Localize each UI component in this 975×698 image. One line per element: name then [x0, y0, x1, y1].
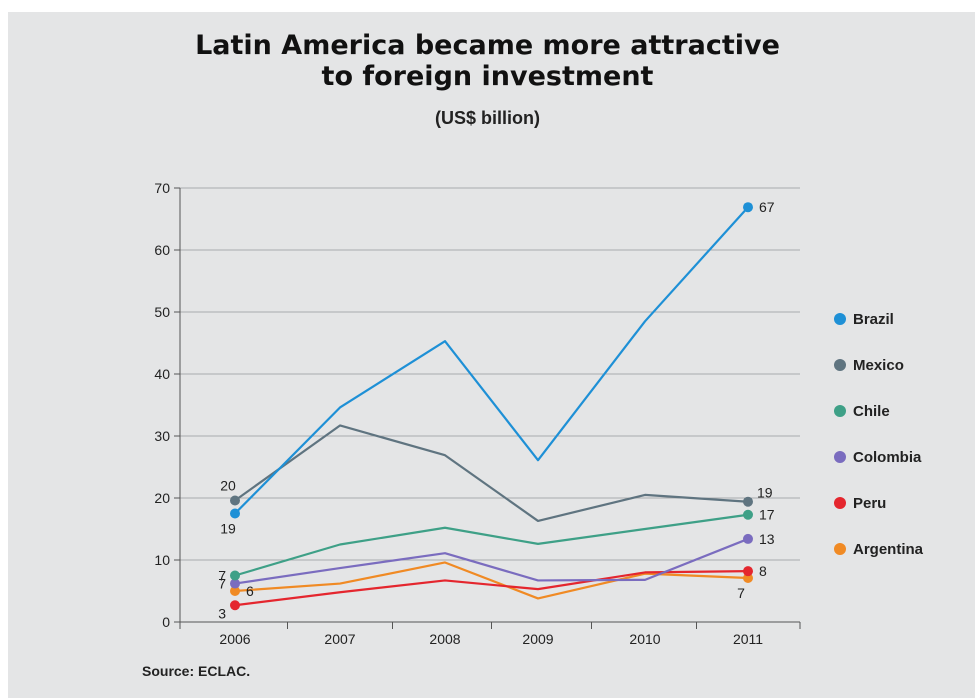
data-point-mexico [230, 495, 240, 506]
series-line-colombia [234, 537, 749, 585]
legend-label: Brazil [853, 311, 894, 328]
chart-title: Latin America became more attractive to … [0, 30, 975, 92]
data-point-peru [230, 600, 240, 611]
legend-item-colombia: Colombia [834, 448, 921, 468]
series-line-argentina [234, 561, 749, 600]
data-label: 19 [220, 521, 236, 537]
legend-item-mexico: Mexico [834, 356, 904, 376]
series-line-brazil [234, 206, 749, 515]
chart-title-line-1: Latin America became more attractive [195, 30, 780, 61]
data-point-colombia [743, 533, 753, 544]
data-label: 19 [757, 485, 773, 501]
data-label: 67 [759, 199, 775, 215]
legend-swatch [834, 313, 846, 326]
y-tick-label: 0 [162, 614, 170, 630]
data-label: 3 [218, 605, 226, 621]
legend-label: Argentina [853, 541, 924, 558]
legend-label: Chile [853, 403, 890, 420]
legend-swatch [834, 543, 846, 556]
legend-label: Mexico [853, 357, 904, 374]
legend-item-chile: Chile [834, 402, 890, 422]
data-label: 8 [759, 563, 767, 579]
x-tick-label: 2009 [522, 631, 553, 647]
data-label: 20 [220, 477, 236, 493]
legend-item-brazil: Brazil [834, 310, 894, 330]
data-point-argentina [230, 586, 240, 596]
source-note: Source: ECLAC. [142, 663, 251, 679]
series-line-peru [234, 570, 749, 607]
series-line-chile [234, 513, 749, 577]
x-tick-label: 2008 [429, 631, 460, 647]
data-label: 6 [246, 583, 254, 599]
data-point-chile [743, 509, 753, 520]
y-tick-label: 20 [154, 490, 170, 506]
data-point-mexico [743, 496, 753, 507]
legend-item-argentina: Argentina [834, 540, 923, 560]
y-tick-label: 50 [154, 304, 170, 320]
y-tick-label: 40 [154, 366, 170, 382]
y-tick-label: 70 [154, 180, 170, 196]
chart-subtitle: (US$ billion) [435, 108, 540, 128]
chart-title-line-2: to foreign investment [321, 61, 654, 92]
legend-swatch [834, 451, 846, 464]
legend-swatch [834, 405, 846, 418]
data-label: 7 [218, 568, 226, 584]
x-tick-label: 2007 [324, 631, 355, 647]
data-point-peru [743, 566, 753, 577]
data-point-brazil [230, 508, 240, 519]
data-label: 13 [759, 531, 775, 547]
legend-swatch [834, 359, 846, 372]
legend-item-peru: Peru [834, 494, 886, 514]
y-tick-label: 60 [154, 242, 170, 258]
chart-panel [8, 12, 975, 698]
data-label: 17 [759, 507, 775, 523]
data-point-chile [230, 570, 240, 581]
x-tick-label: 2006 [219, 631, 250, 647]
data-point-brazil [743, 202, 753, 213]
y-tick-label: 30 [154, 428, 170, 444]
legend-label: Peru [853, 495, 887, 512]
legend-label: Colombia [853, 449, 922, 466]
series-line-mexico [234, 424, 749, 523]
data-label: 7 [218, 576, 226, 592]
y-tick-label: 10 [154, 552, 170, 568]
legend-swatch [834, 497, 846, 510]
data-point-colombia [230, 578, 240, 589]
data-label: 7 [737, 585, 745, 601]
x-tick-label: 2010 [629, 631, 660, 647]
x-tick-label: 2011 [733, 631, 763, 647]
